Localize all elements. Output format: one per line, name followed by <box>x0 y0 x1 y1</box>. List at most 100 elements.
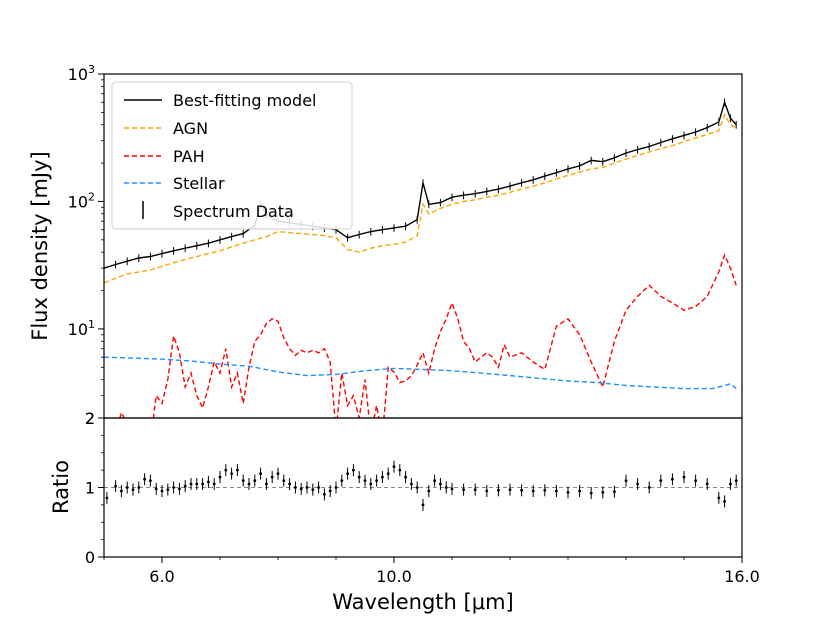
ratio-point <box>270 475 274 479</box>
ratio-point <box>381 475 384 479</box>
legend-label-stellar: Stellar <box>173 174 225 193</box>
ratio-point <box>305 486 309 489</box>
ratio-point <box>421 503 425 507</box>
ratio-point <box>114 484 117 488</box>
ratio-point <box>183 484 187 488</box>
ratio-point <box>247 482 251 486</box>
ratio-point <box>166 488 170 491</box>
ratio-point <box>276 472 280 475</box>
ratio-point <box>241 479 245 482</box>
ratio-point <box>328 489 332 493</box>
legend-label-model: Best-fitting model <box>173 91 316 110</box>
ratio-point <box>160 489 164 493</box>
flux-y-tick-label: 103 <box>68 63 95 84</box>
ratio-series-layer <box>105 460 738 511</box>
ratio-point <box>520 488 523 492</box>
ratio-point <box>143 477 147 481</box>
ratio-point <box>294 486 297 489</box>
ratio-point <box>125 486 129 489</box>
ratio-point <box>352 468 355 472</box>
ratio-point <box>647 486 651 489</box>
ratio-point <box>317 486 320 489</box>
ratio-point <box>723 500 726 503</box>
ratio-point <box>230 472 234 475</box>
ratio-point <box>624 479 628 482</box>
ratio-point <box>172 486 176 489</box>
legend-label-agn: AGN <box>173 119 208 138</box>
ratio-point <box>386 472 390 475</box>
flux-y-tick-label: 2 <box>85 409 95 428</box>
ratio-point <box>137 486 141 489</box>
ratio-point <box>323 493 326 496</box>
ratio-y-tick-label: 0 <box>85 548 95 567</box>
ratio-point <box>299 487 303 491</box>
x-tick-label: 6.0 <box>149 567 174 586</box>
x-axis-label: Wavelength [μm] <box>332 590 513 614</box>
legend-box <box>111 81 353 230</box>
ratio-point <box>207 480 210 484</box>
ratio-y-axis-label: Ratio <box>49 460 73 514</box>
ratio-point <box>717 496 721 500</box>
ratio-point <box>282 479 286 482</box>
ratio-point <box>671 477 674 481</box>
ratio-point <box>363 479 367 482</box>
ratio-point <box>288 482 291 486</box>
flux-y-axis-label: Flux density [mJy] <box>28 151 52 340</box>
flux-panel: 2 101 102 103 Flux density [mJy] <box>28 63 743 428</box>
ratio-point <box>178 487 181 491</box>
ratio-point <box>392 465 396 468</box>
series-line-agn <box>104 112 737 284</box>
flux-series-layer <box>104 98 737 418</box>
ratio-point <box>485 489 489 493</box>
ratio-point <box>566 491 570 494</box>
series-line-pah <box>119 253 737 418</box>
ratio-point <box>450 487 454 491</box>
ratio-point <box>236 468 239 472</box>
ratio-point <box>473 488 477 491</box>
ratio-point <box>444 486 448 489</box>
ratio-point <box>259 472 262 475</box>
ratio-point <box>508 488 512 491</box>
ratio-point <box>189 482 193 486</box>
ratio-point <box>369 482 373 486</box>
flux-y-axis-ticks: 2 101 102 103 <box>68 63 104 428</box>
ratio-point <box>149 479 152 482</box>
ratio-point <box>555 489 558 493</box>
ratio-point <box>415 486 419 489</box>
ratio-axis-ticks: 0 1 2 6.0 10.0 16.0 <box>85 409 760 586</box>
legend-label-pah: PAH <box>173 147 205 166</box>
ratio-point <box>311 488 315 491</box>
ratio-point <box>694 479 697 482</box>
ratio-point <box>375 479 378 482</box>
ratio-point <box>497 488 500 492</box>
ratio-point <box>578 489 581 493</box>
ratio-point <box>410 482 413 486</box>
ratio-point <box>531 489 535 493</box>
ratio-y-tick-label: 2 <box>85 409 95 428</box>
ratio-point <box>462 488 465 491</box>
ratio-point <box>636 482 639 486</box>
flux-y-tick-label: 101 <box>68 318 95 339</box>
ratio-point <box>357 475 361 479</box>
flux-y-tick-label: 102 <box>68 190 95 211</box>
ratio-point <box>404 475 407 479</box>
ratio-panel-frame <box>103 417 743 558</box>
x-tick-label: 16.0 <box>724 567 760 586</box>
ratio-point <box>224 468 228 472</box>
ratio-point <box>212 482 216 486</box>
series-line-stellar <box>104 356 737 390</box>
ratio-point <box>427 489 431 493</box>
ratio-point <box>398 468 402 472</box>
ratio-point <box>218 475 222 479</box>
ratio-point <box>105 496 109 500</box>
ratio-point <box>705 482 709 486</box>
legend: Best-fitting model AGN PAH Stellar Spect… <box>111 81 353 230</box>
legend-label-data: Spectrum Data <box>173 202 294 221</box>
ratio-point <box>734 479 738 482</box>
ratio-panel: 0 1 2 6.0 10.0 16.0 Ratio Wavelength [μm] <box>49 409 760 614</box>
ratio-point <box>613 490 616 494</box>
ratio-point <box>601 491 605 494</box>
ratio-point <box>253 479 257 482</box>
x-tick-label: 10.0 <box>376 567 412 586</box>
